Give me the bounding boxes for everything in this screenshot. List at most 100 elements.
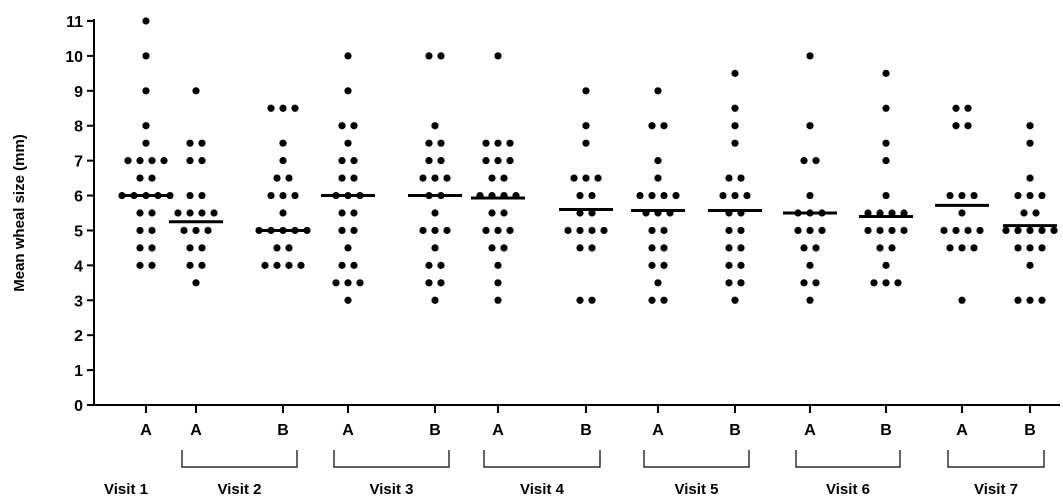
- data-point: [725, 226, 733, 235]
- data-point: [970, 191, 978, 200]
- data-point: [186, 191, 194, 200]
- x-category-label: A: [190, 422, 202, 439]
- data-point: [297, 261, 305, 269]
- visit-label: Visit 4: [520, 481, 565, 498]
- data-point: [136, 209, 144, 217]
- data-point: [1050, 226, 1058, 235]
- data-point: [564, 226, 572, 235]
- data-point: [506, 139, 514, 147]
- data-point: [186, 261, 194, 269]
- data-point: [279, 191, 287, 200]
- data-point: [882, 104, 890, 112]
- data-point: [570, 174, 578, 182]
- data-point: [1032, 209, 1040, 217]
- visit-bracket: [333, 450, 450, 468]
- data-point: [204, 226, 212, 235]
- data-point: [725, 244, 733, 252]
- data-point: [136, 157, 144, 165]
- data-point: [1038, 191, 1046, 200]
- data-point: [1026, 139, 1034, 147]
- y-tick-label: 5: [74, 223, 83, 240]
- data-point: [494, 261, 502, 269]
- data-point: [488, 209, 496, 217]
- data-point: [431, 226, 439, 235]
- data-point: [1038, 296, 1046, 304]
- data-point: [198, 139, 206, 147]
- data-point: [806, 52, 814, 60]
- data-point: [198, 209, 206, 217]
- y-tick-label: 7: [74, 154, 83, 171]
- data-point: [148, 261, 156, 269]
- data-point: [876, 226, 884, 235]
- data-point: [482, 157, 490, 165]
- x-category-label: B: [880, 422, 892, 439]
- data-point: [1026, 226, 1034, 235]
- data-point: [882, 157, 890, 165]
- data-point: [279, 209, 287, 217]
- data-point: [952, 122, 960, 130]
- x-category-label: B: [277, 422, 289, 439]
- y-axis-title: Mean wheal size (mm): [11, 134, 28, 292]
- data-point: [148, 244, 156, 252]
- data-point: [148, 209, 156, 217]
- data-point: [142, 87, 150, 95]
- data-point: [443, 226, 451, 235]
- data-point: [494, 52, 502, 60]
- data-point: [660, 261, 668, 269]
- data-point: [273, 244, 281, 252]
- data-point: [192, 226, 200, 235]
- data-points: [118, 17, 1058, 304]
- data-point: [576, 209, 584, 217]
- data-point: [425, 157, 433, 165]
- data-point: [1026, 261, 1034, 269]
- data-point: [443, 174, 451, 182]
- x-category-label: A: [652, 422, 664, 439]
- x-category-label: A: [492, 422, 504, 439]
- data-point: [952, 226, 960, 235]
- data-point: [800, 244, 808, 252]
- data-point: [743, 191, 751, 200]
- data-point: [425, 279, 433, 287]
- data-point: [273, 261, 281, 269]
- data-point: [588, 209, 596, 217]
- data-point: [582, 174, 590, 182]
- data-point: [506, 157, 514, 165]
- data-point: [636, 191, 644, 200]
- data-point: [425, 261, 433, 269]
- visit-label: Visit 2: [218, 481, 262, 498]
- data-point: [660, 244, 668, 252]
- data-point: [940, 226, 948, 235]
- data-point: [437, 279, 445, 287]
- data-point: [124, 157, 132, 165]
- visit-bracket: [947, 450, 1045, 468]
- data-point: [958, 209, 966, 217]
- data-point: [186, 209, 194, 217]
- data-point: [1002, 226, 1010, 235]
- data-point: [660, 296, 668, 304]
- visit-label: Visit 6: [826, 481, 870, 498]
- data-point: [344, 52, 352, 60]
- data-point: [900, 209, 908, 217]
- data-point: [1026, 244, 1034, 252]
- x-category-label: B: [729, 422, 741, 439]
- data-point: [976, 226, 984, 235]
- data-point: [588, 296, 596, 304]
- data-point: [731, 296, 739, 304]
- data-point: [648, 244, 656, 252]
- data-point: [800, 157, 808, 165]
- data-point: [888, 226, 896, 235]
- y-tick-label: 1: [74, 363, 83, 380]
- data-point: [882, 279, 890, 287]
- data-point: [142, 17, 150, 25]
- x-category-label: A: [342, 422, 354, 439]
- data-point: [344, 139, 352, 147]
- data-point: [494, 279, 502, 287]
- data-point: [958, 191, 966, 200]
- data-point: [1014, 296, 1022, 304]
- data-point: [900, 226, 908, 235]
- data-point: [338, 174, 346, 182]
- data-point: [198, 261, 206, 269]
- y-tick-label: 2: [74, 328, 83, 345]
- data-point: [198, 157, 206, 165]
- data-point: [594, 174, 602, 182]
